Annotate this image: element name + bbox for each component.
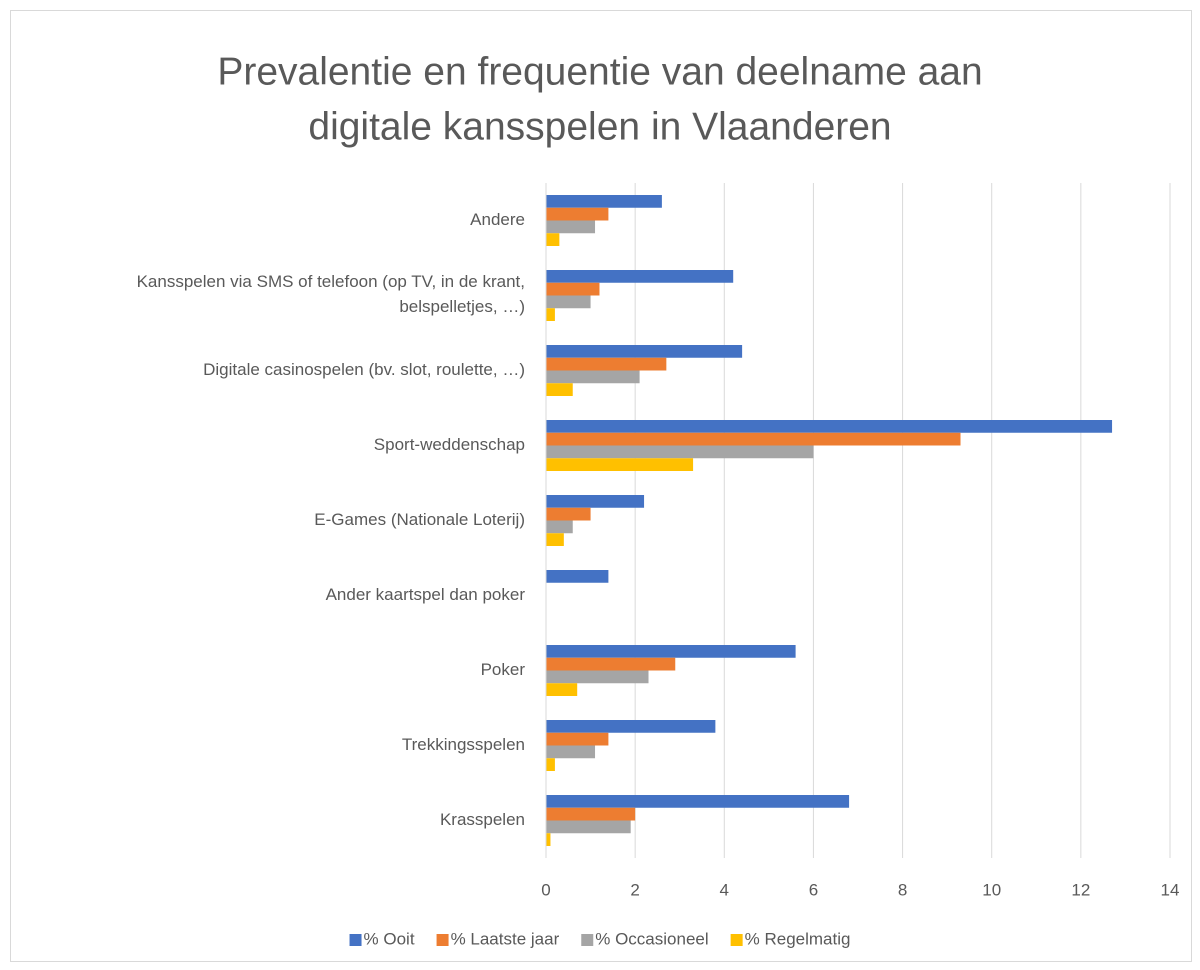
bar xyxy=(546,758,555,771)
bar xyxy=(546,720,716,733)
bar xyxy=(546,795,850,808)
legend-swatch xyxy=(730,934,743,946)
bar xyxy=(546,833,551,846)
bar xyxy=(546,570,609,583)
bar xyxy=(546,807,636,821)
x-tick-label: 0 xyxy=(541,880,550,899)
bar xyxy=(546,357,667,371)
bar xyxy=(546,745,596,759)
y-tick-label: Poker xyxy=(481,660,526,679)
y-tick-label: Ander kaartspel dan poker xyxy=(326,585,526,604)
x-tick-label: 8 xyxy=(898,880,907,899)
bar xyxy=(546,220,596,234)
x-tick-label: 12 xyxy=(1071,880,1090,899)
y-tick-label: Kansspelen via SMS of telefoon (op TV, i… xyxy=(137,272,525,316)
y-tick-label: Trekkingsspelen xyxy=(402,735,525,754)
bar xyxy=(546,520,573,534)
y-tick-label: Sport-weddenschap xyxy=(374,435,525,454)
legend-swatch xyxy=(349,934,362,946)
y-tick-label: E-Games (Nationale Loterij) xyxy=(314,510,525,529)
legend-label: % Laatste jaar xyxy=(451,929,560,948)
bar xyxy=(546,233,560,246)
legend-label: % Occasioneel xyxy=(595,929,708,948)
legend-swatch xyxy=(436,934,449,946)
y-tick-label: Krasspelen xyxy=(440,810,525,829)
bar xyxy=(546,195,662,208)
x-tick-label: 14 xyxy=(1161,880,1180,899)
bar xyxy=(546,533,564,546)
bar xyxy=(546,207,609,221)
bar xyxy=(546,732,609,746)
x-tick-label: 4 xyxy=(720,880,729,899)
y-tick-label: Digitale casinospelen (bv. slot, roulett… xyxy=(203,360,525,379)
bar xyxy=(546,308,555,321)
x-tick-label: 10 xyxy=(982,880,1001,899)
bar xyxy=(546,458,694,471)
x-tick-label: 6 xyxy=(809,880,818,899)
bar xyxy=(546,507,591,521)
bar xyxy=(546,670,649,684)
bar xyxy=(546,282,600,296)
y-tick-label: Andere xyxy=(470,210,525,229)
legend-swatch xyxy=(581,934,594,946)
bar xyxy=(546,270,734,283)
bar xyxy=(546,345,743,358)
bar xyxy=(546,645,796,658)
chart-title: Prevalentie en frequentie van deelname a… xyxy=(217,51,982,149)
bar xyxy=(546,432,961,446)
legend-label: % Ooit xyxy=(364,929,415,948)
bar xyxy=(546,820,631,834)
bar xyxy=(546,495,645,508)
bar xyxy=(546,295,591,309)
legend-label: % Regelmatig xyxy=(745,929,851,948)
x-tick-label: 2 xyxy=(630,880,639,899)
bar xyxy=(546,657,676,671)
bar xyxy=(546,370,640,384)
bar xyxy=(546,383,573,396)
bar xyxy=(546,420,1113,433)
bar xyxy=(546,683,578,696)
bar xyxy=(546,445,814,459)
